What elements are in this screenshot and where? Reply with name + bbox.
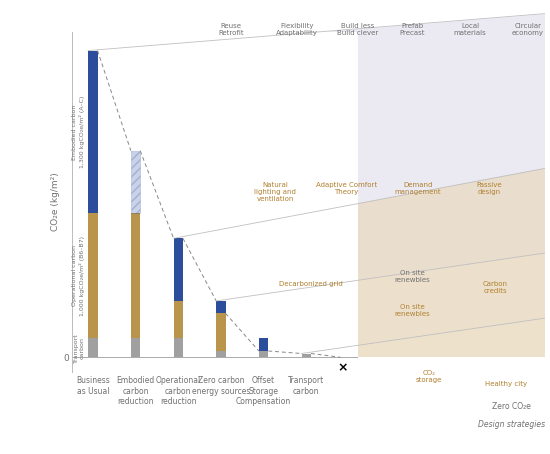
Bar (173, 238, 183, 301)
Text: CO₂
storage: CO₂ storage (416, 370, 442, 383)
Bar (131, 151, 140, 213)
Text: Operational carbon
1,000 kgCO₂e/m² (B6–B7): Operational carbon 1,000 kgCO₂e/m² (B6–B… (72, 236, 85, 316)
Text: Adaptive Comfort
Theory: Adaptive Comfort Theory (316, 182, 377, 195)
Text: Local
materials: Local materials (454, 23, 487, 36)
Text: Embodied carbon
1,300 kgCO₂e/m² (A–C): Embodied carbon 1,300 kgCO₂e/m² (A–C) (72, 96, 85, 168)
Bar (216, 351, 225, 357)
Text: Healthy city: Healthy city (485, 381, 527, 387)
Text: Transport
carbon: Transport carbon (74, 333, 85, 363)
Text: Demand
management: Demand management (395, 182, 441, 195)
Bar (88, 213, 97, 339)
Bar (173, 339, 183, 357)
Bar (216, 301, 225, 313)
Text: Natural
lighting and
ventilation: Natural lighting and ventilation (254, 182, 296, 202)
Bar (216, 313, 225, 351)
Bar (259, 339, 268, 351)
Text: Prefab
Precast: Prefab Precast (400, 23, 425, 36)
Text: Zero CO₂e: Zero CO₂e (492, 402, 531, 411)
Text: Passive
design: Passive design (477, 182, 502, 195)
Bar (88, 50, 97, 213)
Text: Decarbonized grid: Decarbonized grid (279, 281, 343, 287)
Text: Circular
economy: Circular economy (512, 23, 544, 36)
Bar (88, 339, 97, 357)
Bar (131, 213, 140, 339)
Text: ×: × (337, 361, 348, 374)
Bar (259, 351, 268, 357)
Text: Design strategies: Design strategies (478, 420, 545, 429)
Bar (131, 339, 140, 357)
Bar (173, 301, 183, 339)
Bar (301, 354, 311, 357)
Text: On site
renewbles: On site renewbles (395, 304, 430, 317)
Text: On site
renewbles: On site renewbles (395, 270, 430, 283)
Text: Build less
Build clever: Build less Build clever (337, 23, 378, 36)
Y-axis label: CO₂e (kg/m²): CO₂e (kg/m²) (51, 173, 60, 232)
Text: Carbon
credits: Carbon credits (482, 281, 508, 295)
Text: Reuse
Retrofit: Reuse Retrofit (218, 23, 244, 36)
Text: Flexibility
Adaptability: Flexibility Adaptability (276, 23, 318, 36)
